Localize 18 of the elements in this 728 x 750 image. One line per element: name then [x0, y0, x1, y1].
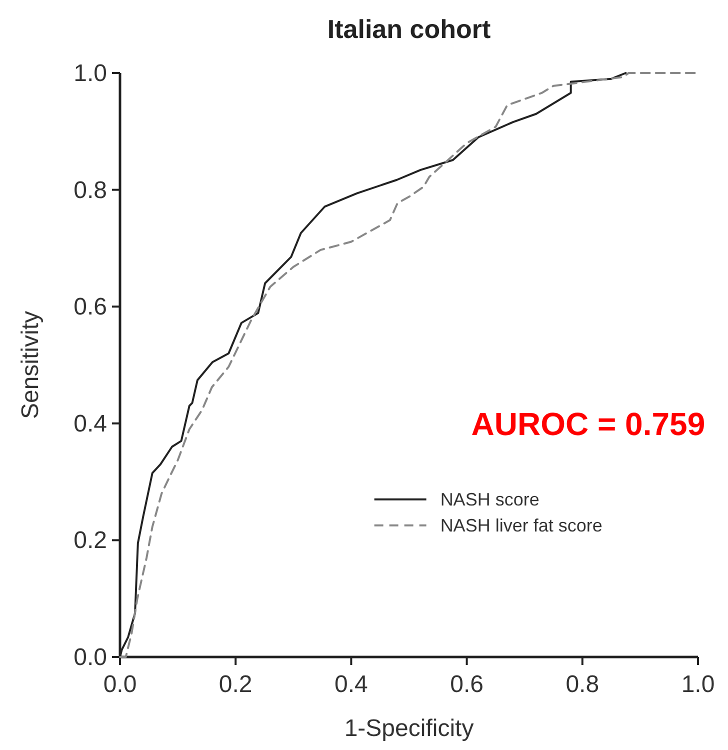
y-tick-label: 0.0 — [74, 644, 107, 671]
chart-title: Italian cohort — [327, 14, 491, 44]
y-tick-label: 0.8 — [74, 176, 107, 204]
x-tick-label: 0.4 — [334, 671, 368, 698]
x-axis-title: 1-Specificity — [344, 715, 474, 742]
y-tick-label: 1.0 — [74, 60, 107, 87]
legend-label: NASH liver fat score — [440, 515, 602, 536]
y-tick-label: 0.6 — [74, 294, 107, 321]
y-axis-title: Sensitivity — [17, 310, 44, 420]
y-tick-label: 0.4 — [74, 410, 107, 438]
x-tick-label: 0.8 — [566, 671, 600, 698]
x-tick-label: 0.6 — [450, 671, 484, 698]
legend-label: NASH score — [440, 489, 540, 510]
x-tick-label: 0.2 — [218, 671, 252, 698]
y-tick-label: 0.2 — [74, 527, 107, 554]
x-tick-label: 0.0 — [103, 671, 137, 698]
x-tick-label: 1.0 — [681, 671, 715, 698]
annotation: AUROC = 0.759 — [471, 406, 706, 442]
